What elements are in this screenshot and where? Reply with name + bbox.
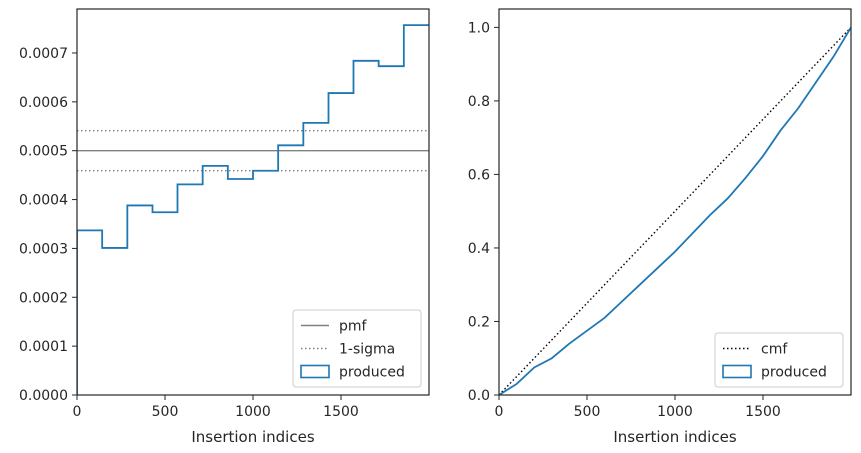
plot-area xyxy=(77,24,429,395)
legend: cmf produced xyxy=(714,332,844,388)
x-tick-label: 1500 xyxy=(323,404,359,420)
series-cmf-line xyxy=(499,26,851,395)
plot-area xyxy=(499,26,851,395)
x-tick-label: 1000 xyxy=(235,404,271,420)
legend: pmf 1-sigma produced xyxy=(292,309,422,388)
y-tick-label: 0.0007 xyxy=(19,46,68,62)
y-tick-label: 0.0000 xyxy=(19,388,68,404)
legend-swatch-produced xyxy=(722,364,752,379)
y-tick-label: 0.0001 xyxy=(19,339,68,355)
y-tick-label: 0.0 xyxy=(468,388,490,404)
x-tick-label: 0 xyxy=(73,404,82,420)
y-tick-label: 0.0005 xyxy=(19,144,68,160)
x-axis-title: Insertion indices xyxy=(191,428,314,446)
legend-swatch-produced xyxy=(300,364,330,379)
chart-panel-2: 0 500 1000 1500 0.0 0.2 0.4 0.6 0.8 1.0 Insertion … xyxy=(468,8,852,446)
y-tick-label: 0.4 xyxy=(468,241,490,257)
y-tick-label: 0.6 xyxy=(468,167,490,183)
y-tick-label: 0.0004 xyxy=(19,193,68,209)
x-axis-title: Insertion indices xyxy=(613,428,736,446)
legend-box xyxy=(714,332,844,388)
legend-label-produced: produced xyxy=(339,365,405,381)
series-produced-line xyxy=(499,26,851,395)
chart-panel-1: 0 500 1000 1500 0.0000 0.0001 0.0002 0.0003 0.00… xyxy=(19,8,430,446)
x-tick-label: 500 xyxy=(152,404,179,420)
x-tick-label: 1500 xyxy=(745,404,781,420)
y-tick-label: 0.0006 xyxy=(19,95,68,111)
y-tick-label: 0.0002 xyxy=(19,290,68,306)
y-tick-label: 0.2 xyxy=(468,314,490,330)
x-tick-label: 1000 xyxy=(657,404,693,420)
legend-label-pmf: pmf xyxy=(339,319,368,335)
y-tick-label: 0.0003 xyxy=(19,241,68,257)
x-tick-label: 0 xyxy=(495,404,504,420)
legend-label-produced: produced xyxy=(761,365,827,381)
x-tick-label: 500 xyxy=(574,404,601,420)
y-tick-label: 1.0 xyxy=(468,20,490,36)
legend-box xyxy=(292,309,422,388)
series-produced-line xyxy=(77,24,429,395)
legend-label-cmf: cmf xyxy=(761,342,788,358)
legend-label-1-sigma: 1-sigma xyxy=(339,342,395,358)
y-tick-label: 0.8 xyxy=(468,94,490,110)
